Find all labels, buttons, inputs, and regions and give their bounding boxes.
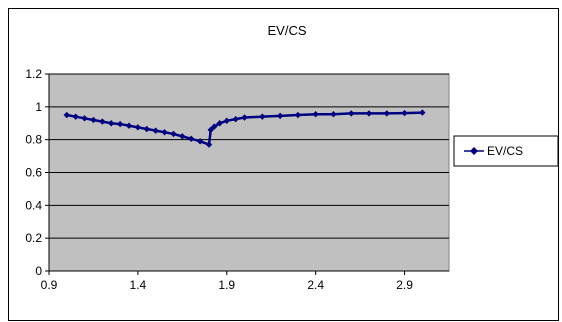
data-point [401, 109, 408, 117]
y-tick-label: 0.8 [25, 133, 42, 147]
data-point [365, 110, 373, 117]
legend-label: EV/CS [487, 144, 523, 158]
x-tick-label: 2.4 [307, 278, 324, 292]
data-point [232, 115, 239, 123]
data-point [116, 120, 124, 128]
data-point [312, 111, 319, 118]
data-point [72, 113, 79, 120]
data-point [211, 123, 218, 130]
plot-area: 0 0.2 0.4 0.6 0.8 1 1.2 0.9 1.4 1.9 2.4 2.9 [25, 67, 450, 292]
legend: EV/CS [453, 135, 559, 167]
data-point [276, 112, 284, 120]
y-tick-label: 0 [35, 264, 42, 278]
data-point [216, 120, 223, 127]
y-tick-label: 0.4 [25, 198, 42, 212]
data-point [108, 120, 115, 127]
data-point [241, 114, 248, 121]
data-point [196, 138, 204, 145]
data-point [90, 116, 97, 124]
data-point [348, 110, 355, 117]
x-tick-label: 2.9 [396, 278, 413, 292]
data-point [99, 118, 106, 125]
data-point [223, 117, 230, 124]
chart-svg: EV/CS 0 0.2 0.4 0.6 0.8 1 1.2 0.9 1.4 1.9 2.4 2.9 E… [25, 23, 559, 292]
data-point [170, 130, 177, 138]
data-point [161, 129, 168, 136]
data-point [143, 125, 150, 133]
data-point [63, 111, 70, 119]
y-tick-label: 1.2 [25, 67, 42, 81]
data-point [207, 126, 214, 134]
data-point [188, 135, 195, 143]
data-point [330, 111, 337, 118]
data-point [205, 141, 213, 148]
y-tick-label: 0.6 [25, 166, 42, 180]
data-point [294, 111, 302, 119]
x-tick-label: 0.9 [41, 278, 58, 292]
legend-marker [470, 147, 478, 155]
chart-title: EV/CS [267, 23, 306, 38]
data-point [152, 127, 159, 134]
chart-frame: EV/CS 0 0.2 0.4 0.6 0.8 1 1.2 0.9 1.4 1.9 2.4 2.9 E… [8, 8, 559, 321]
y-tick-label: 0.2 [25, 231, 42, 245]
y-tick-label: 1 [35, 100, 42, 114]
data-point [259, 113, 266, 120]
data-point [419, 109, 426, 116]
x-tick-label: 1.9 [218, 278, 235, 292]
data-point [81, 115, 88, 122]
data-point [383, 110, 390, 117]
x-tick-label: 1.4 [130, 278, 147, 292]
